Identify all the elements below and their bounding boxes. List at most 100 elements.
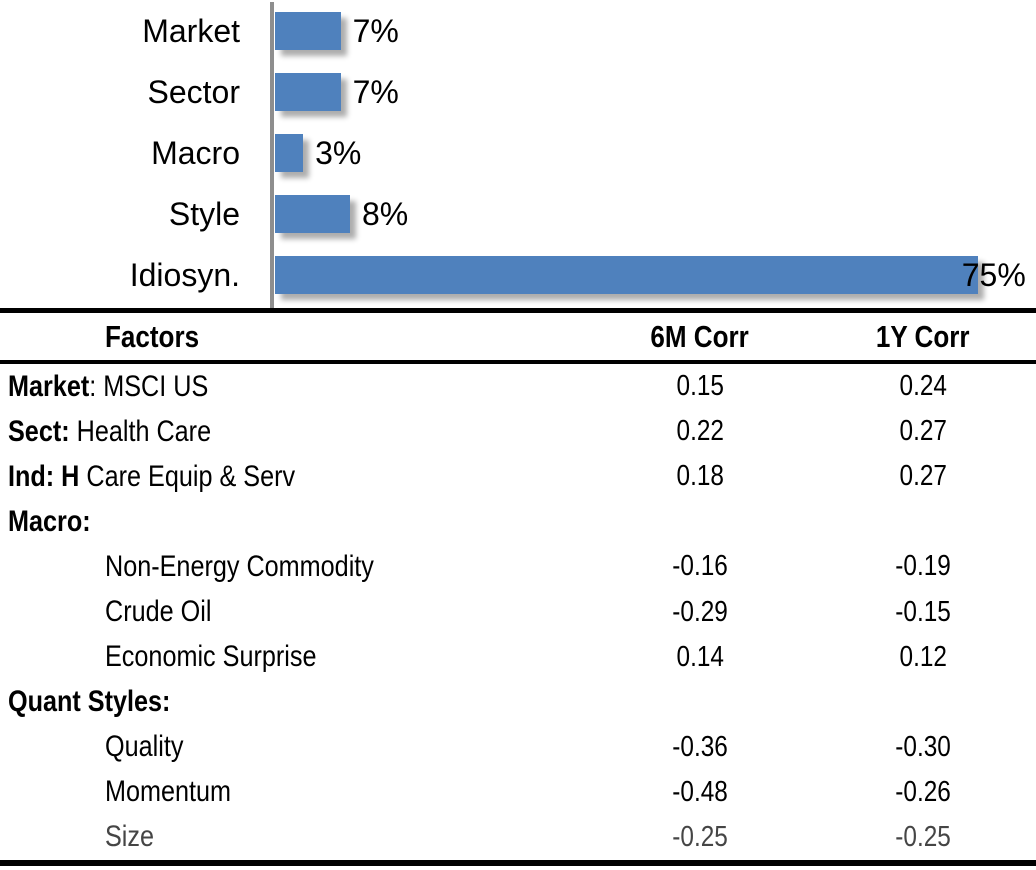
header-factors-label: Factors: [105, 318, 200, 354]
row-6m-corr-value: -0.25: [672, 820, 728, 853]
row-6m-corr-cell: -0.36: [590, 731, 810, 764]
table-body: Market: MSCI US 0.15 0.24 Sect: Health C…: [0, 364, 1036, 860]
row-1y-corr-value: -0.30: [895, 730, 951, 763]
chart-bar-row: Idiosyn. 75%: [0, 244, 1036, 305]
row-1y-corr-value: 0.24: [899, 370, 947, 403]
row-label-rest-part: Quality: [105, 730, 184, 764]
chart-category-label: Market: [142, 12, 240, 49]
header-cell-factors: Factors: [0, 319, 590, 355]
row-6m-corr-cell: 0.14: [590, 641, 810, 674]
row-6m-corr-value: 0.15: [676, 370, 724, 403]
table-row: Size -0.25 -0.25: [0, 815, 1036, 860]
row-6m-corr-value: 0.18: [676, 460, 724, 493]
header-1y-corr-label: 1Y Corr: [876, 318, 970, 354]
row-label-rest-part: Non-Energy Commodity: [105, 549, 374, 583]
table-top-rule: [0, 308, 1036, 313]
row-1y-corr-cell: 0.27: [810, 415, 1036, 448]
row-label: Quality: [105, 730, 183, 764]
row-label-cell: Sect: Health Care: [0, 415, 590, 449]
row-6m-corr-value: 0.22: [676, 415, 724, 448]
row-6m-corr-cell: -0.29: [590, 596, 810, 629]
header-6m-corr-label: 6M Corr: [650, 318, 750, 354]
table-row: Macro:: [0, 499, 1036, 544]
row-6m-corr-value: -0.16: [672, 550, 728, 583]
row-6m-corr-cell: -0.25: [590, 821, 810, 854]
chart-rows: Market 7% Sector 7% Macro 3% Style 8% Id…: [0, 0, 1036, 305]
row-1y-corr-cell: 0.27: [810, 460, 1036, 493]
row-1y-corr-value: -0.25: [895, 820, 951, 853]
row-6m-corr-cell: -0.16: [590, 550, 810, 583]
chart-bar-row: Macro 3%: [0, 122, 1036, 183]
row-label: Economic Surprise: [105, 640, 316, 674]
row-label-bold-part: Sect:: [8, 414, 70, 448]
row-label: Sect: Health Care: [8, 415, 211, 449]
chart-value-label: 3%: [315, 134, 362, 171]
table-row: Sect: Health Care 0.22 0.27: [0, 409, 1036, 454]
chart-value-label: 7%: [352, 73, 399, 110]
chart-category-label: Style: [168, 195, 240, 232]
chart-bar: [275, 11, 341, 50]
row-label-cell: Market: MSCI US: [0, 370, 590, 404]
row-label-rest-part: Economic Surprise: [105, 640, 317, 674]
chart-bar: [275, 255, 978, 294]
table-row: Non-Energy Commodity -0.16 -0.19: [0, 544, 1036, 589]
table-row: Quant Styles:: [0, 680, 1036, 725]
row-label-bold-part: Market: [8, 369, 90, 403]
row-6m-corr-cell: 0.18: [590, 460, 810, 493]
risk-decomposition-bar-chart: Market 7% Sector 7% Macro 3% Style 8% Id…: [0, 0, 1036, 308]
row-label: Momentum: [105, 775, 231, 809]
chart-category-label: Idiosyn.: [129, 256, 240, 293]
chart-bar: [275, 194, 350, 233]
row-6m-corr-value: -0.48: [672, 775, 728, 808]
row-1y-corr-cell: -0.26: [810, 776, 1036, 809]
row-6m-corr-cell: 0.22: [590, 415, 810, 448]
row-label: Size: [105, 820, 154, 854]
row-label: Ind: H Care Equip & Serv: [8, 460, 295, 494]
chart-bar-row: Market 7%: [0, 0, 1036, 61]
row-1y-corr-cell: -0.25: [810, 821, 1036, 854]
row-label: Crude Oil: [105, 595, 211, 629]
table-header-row: Factors 6M Corr 1Y Corr: [0, 313, 1036, 360]
row-6m-corr-value: -0.29: [672, 595, 728, 628]
table-row: Quality -0.36 -0.30: [0, 725, 1036, 770]
table-row: Momentum -0.48 -0.26: [0, 770, 1036, 815]
chart-axis-line: [270, 2, 274, 308]
row-label-rest-part: Health Care: [69, 414, 212, 448]
row-label-rest-part: Momentum: [105, 775, 232, 809]
row-label-cell: Momentum: [0, 775, 590, 809]
row-6m-corr-cell: [590, 686, 810, 719]
row-label: Quant Styles:: [8, 685, 170, 719]
table-header-rule: [0, 360, 1036, 364]
row-6m-corr-value: -0.36: [672, 730, 728, 763]
row-1y-corr-cell: [810, 505, 1036, 538]
chart-bar: [275, 133, 304, 172]
chart-value-label: 7%: [352, 12, 399, 49]
row-label-cell: Economic Surprise: [0, 640, 590, 674]
table-bottom-rule: [0, 860, 1036, 866]
row-1y-corr-cell: 0.24: [810, 370, 1036, 403]
table-row: Ind: H Care Equip & Serv 0.18 0.27: [0, 454, 1036, 499]
row-label: Macro:: [8, 505, 91, 539]
row-6m-corr-cell: 0.15: [590, 370, 810, 403]
row-1y-corr-value: 0.27: [899, 460, 947, 493]
row-1y-corr-value: -0.15: [895, 595, 951, 628]
row-label-rest-part: Crude Oil: [105, 595, 212, 629]
row-label-cell: Ind: H Care Equip & Serv: [0, 460, 590, 494]
row-label: Non-Energy Commodity: [105, 550, 374, 584]
row-1y-corr-cell: -0.15: [810, 596, 1036, 629]
table-row: Crude Oil -0.29 -0.15: [0, 589, 1036, 634]
row-6m-corr-cell: [590, 505, 810, 538]
chart-category-label: Sector: [147, 73, 240, 110]
chart-category-label: Macro: [151, 134, 240, 171]
row-label-cell: Non-Energy Commodity: [0, 550, 590, 584]
row-label-cell: Size: [0, 820, 590, 854]
header-cell-1y-corr: 1Y Corr: [810, 319, 1036, 355]
row-6m-corr-cell: -0.48: [590, 776, 810, 809]
chart-value-label: 8%: [361, 195, 409, 232]
row-label-bold-part: Quant Styles:: [8, 685, 171, 719]
row-1y-corr-value: -0.19: [895, 550, 951, 583]
chart-bar-row: Sector 7%: [0, 61, 1036, 122]
chart-bar-row: Style 8%: [0, 183, 1036, 244]
table-row: Economic Surprise 0.14 0.12: [0, 635, 1036, 680]
chart-value-label: 75%: [961, 256, 1026, 293]
